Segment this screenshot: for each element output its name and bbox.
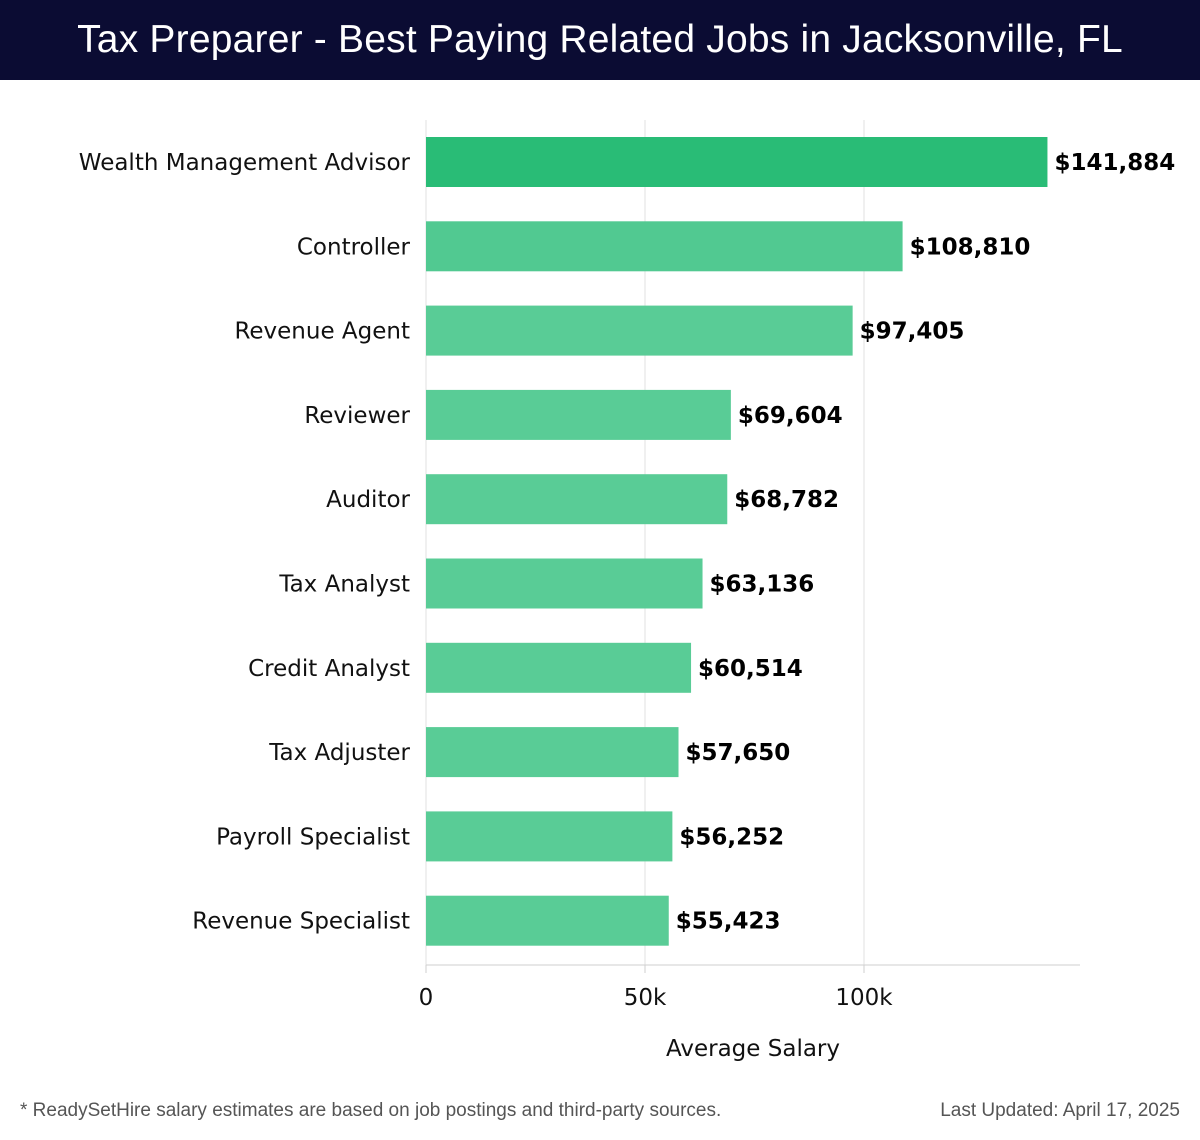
value-label: $69,604 [738, 403, 843, 429]
bar [426, 305, 853, 356]
x-tick-label: 0 [419, 985, 434, 1011]
last-updated: Last Updated: April 17, 2025 [940, 1100, 1180, 1121]
value-label: $55,423 [676, 909, 781, 935]
value-label: $68,782 [734, 487, 839, 513]
bars: Wealth Management Advisor $141,884 Control… [79, 137, 1175, 946]
category-label: Revenue Specialist [192, 909, 410, 935]
footnote: * ReadySetHire salary estimates are base… [20, 1100, 722, 1121]
bar [426, 727, 679, 778]
value-label: $97,405 [860, 319, 965, 345]
x-tick-label: 50k [624, 985, 667, 1011]
bar [426, 558, 703, 609]
bar [426, 895, 669, 946]
x-tick-label: 100k [835, 985, 893, 1011]
category-label: Tax Adjuster [268, 740, 410, 766]
bar [426, 474, 728, 525]
category-label: Revenue Agent [234, 319, 410, 345]
value-label: $108,810 [910, 234, 1031, 260]
value-label: $60,514 [698, 656, 803, 682]
bar [426, 389, 731, 440]
chart-title: Tax Preparer - Best Paying Related Jobs … [77, 18, 1123, 61]
value-label: $57,650 [686, 740, 791, 766]
bar-chart: Wealth Management Advisor $141,884 Control… [79, 120, 1175, 1062]
bar [426, 642, 692, 693]
category-label: Tax Analyst [278, 572, 410, 598]
category-label: Auditor [326, 487, 410, 513]
x-axis: 0 50k 100k [419, 964, 1080, 1011]
bar [426, 221, 903, 272]
value-label: $141,884 [1054, 150, 1175, 176]
category-label: Credit Analyst [248, 656, 410, 682]
category-label: Controller [297, 234, 411, 260]
value-label: $56,252 [679, 824, 784, 850]
value-label: $63,136 [710, 572, 815, 598]
bar [426, 811, 673, 862]
bar [426, 137, 1048, 187]
category-label: Reviewer [304, 403, 410, 429]
x-axis-title: Average Salary [666, 1036, 840, 1062]
category-label: Payroll Specialist [216, 824, 410, 850]
chart-header: Tax Preparer - Best Paying Related Jobs … [0, 0, 1200, 80]
category-label: Wealth Management Advisor [79, 150, 411, 176]
